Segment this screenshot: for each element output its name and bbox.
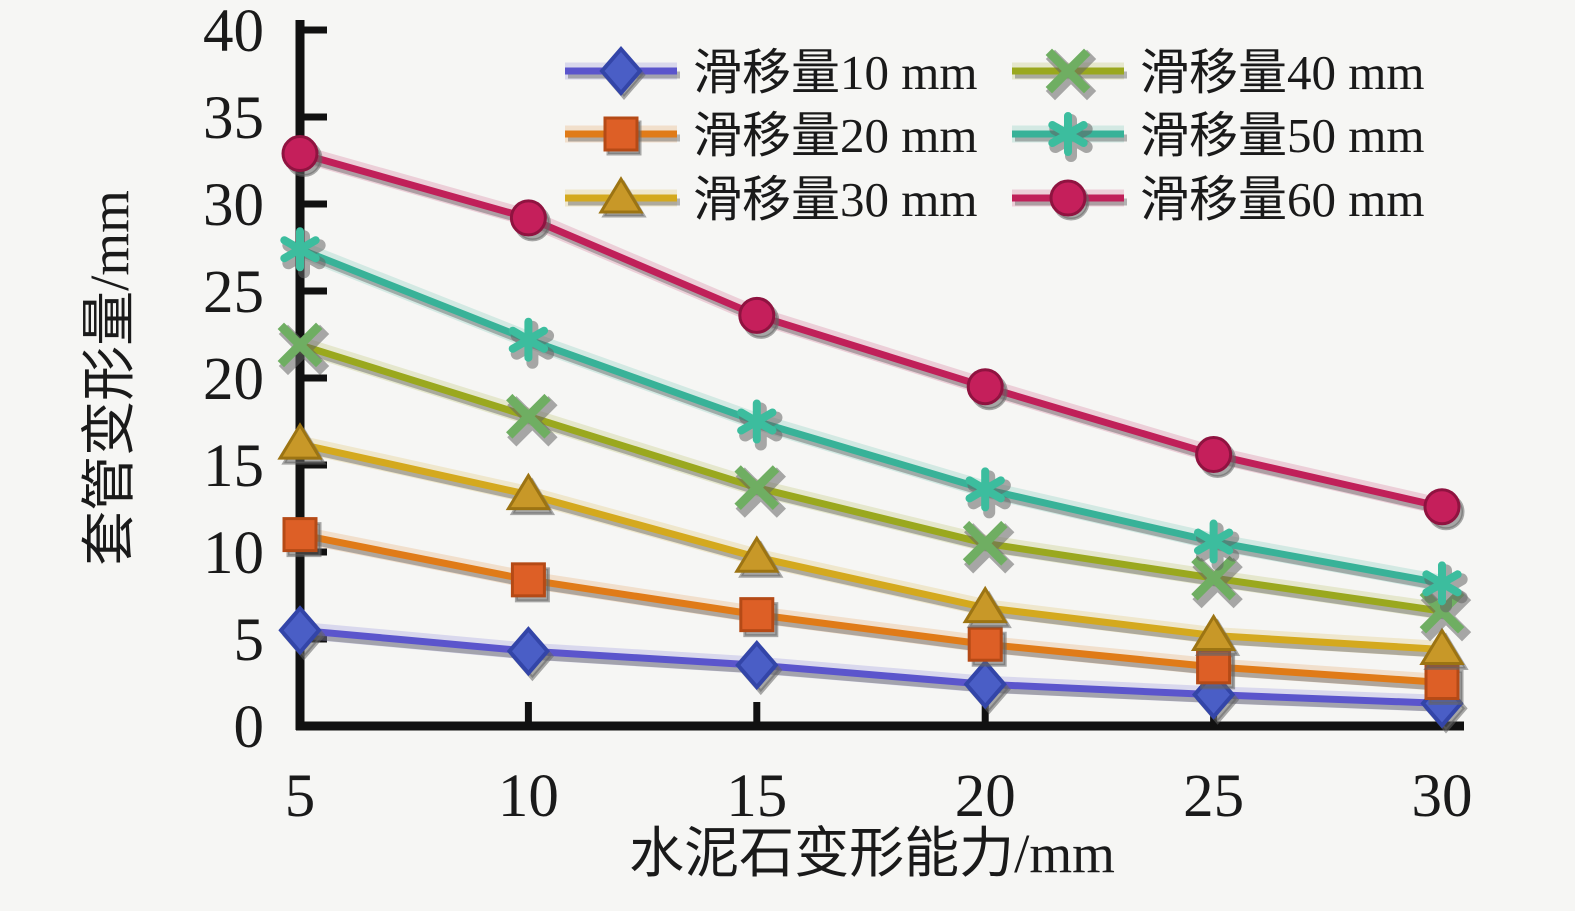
y-tick-label: 30 — [203, 172, 264, 239]
y-tick-label: 25 — [203, 259, 264, 326]
y-tick-label: 0 — [234, 694, 265, 761]
star-marker — [1048, 112, 1088, 156]
diamond-marker — [278, 605, 322, 656]
star-marker — [737, 399, 777, 444]
star-marker — [280, 227, 320, 272]
square-marker — [739, 597, 775, 633]
series-滑移量30 mm — [277, 422, 1469, 670]
circle-marker — [1049, 179, 1087, 217]
x-tick-label: 15 — [726, 763, 787, 830]
legend: 滑移量10 mm 滑移量20 mm 滑移量30 mm 滑移量40 mm 滑移量50 mm… — [565, 45, 1424, 227]
series-line — [299, 626, 1443, 707]
x-tick-label: 5 — [285, 763, 316, 830]
circle-marker — [738, 296, 776, 334]
series-滑移量20 mm — [282, 517, 1464, 705]
line-halo — [296, 241, 1444, 592]
legend-label: 滑移量50 mm — [1140, 108, 1424, 163]
circle-marker — [509, 199, 547, 237]
legend-item-滑移量50 mm: 滑移量50 mm — [1012, 108, 1424, 163]
y-tick-label: 20 — [203, 346, 264, 413]
legend-item-滑移量20 mm: 滑移量20 mm — [565, 108, 977, 163]
star-marker — [965, 467, 1005, 512]
series-line — [299, 531, 1443, 686]
x-marker — [1191, 555, 1236, 601]
line-shadow — [302, 250, 1447, 592]
x-tick-label: 20 — [955, 763, 1016, 830]
y-axis-title: 套管变形量/mm — [79, 190, 140, 566]
line-shadow — [303, 155, 1447, 516]
legend-label: 滑移量40 mm — [1140, 45, 1424, 100]
x-marker — [734, 465, 780, 510]
series-滑移量50 mm — [280, 227, 1468, 613]
diamond-marker — [735, 640, 779, 691]
series-line — [299, 440, 1443, 653]
square-marker — [967, 626, 1003, 662]
y-tick-label: 5 — [234, 607, 265, 674]
diamond-marker — [599, 45, 643, 97]
square-marker — [603, 116, 639, 152]
x-tick-label: 30 — [1412, 763, 1473, 830]
legend-label: 滑移量30 mm — [693, 172, 977, 227]
star-marker — [1193, 519, 1234, 564]
legend-item-滑移量40 mm: 滑移量40 mm — [1012, 45, 1424, 101]
legend-item-滑移量60 mm: 滑移量60 mm — [1012, 172, 1424, 227]
line-shadow — [303, 445, 1447, 658]
line-shadow — [302, 346, 1447, 620]
square-marker — [510, 562, 546, 598]
y-tick-label: 15 — [203, 433, 264, 500]
x-marker — [1045, 48, 1091, 94]
circle-marker — [281, 135, 319, 173]
triangle-marker — [277, 422, 323, 460]
star-marker — [508, 317, 549, 362]
legend-item-滑移量30 mm: 滑移量30 mm — [565, 172, 977, 227]
series-line — [299, 150, 1443, 511]
square-marker — [1424, 665, 1460, 700]
x-marker — [506, 393, 551, 439]
line-shadow — [303, 631, 1447, 712]
triangle-marker — [1419, 627, 1465, 665]
diamond-marker — [506, 626, 551, 677]
legend-label: 滑移量10 mm — [693, 45, 977, 100]
x-marker — [962, 520, 1008, 566]
y-tick-label: 10 — [203, 520, 264, 587]
series-滑移量60 mm — [281, 135, 1465, 531]
y-tick-label: 35 — [203, 85, 264, 152]
circle-marker — [966, 368, 1004, 406]
series-line — [298, 245, 1443, 587]
x-tick-label: 25 — [1183, 763, 1244, 830]
circle-marker — [1195, 436, 1233, 474]
circle-marker — [1423, 488, 1461, 526]
series-line — [298, 341, 1443, 615]
triangle-marker — [598, 176, 644, 214]
legend-label: 滑移量60 mm — [1140, 172, 1424, 227]
y-tick-label: 40 — [203, 0, 264, 65]
series-lines — [277, 135, 1472, 734]
x-axis-title: 水泥石变形能力/mm — [629, 823, 1115, 884]
square-marker — [282, 517, 318, 553]
x-tick-label: 10 — [498, 763, 559, 830]
triangle-marker — [962, 585, 1008, 624]
diamond-marker — [963, 659, 1007, 710]
triangle-marker — [505, 472, 552, 511]
triangle-marker — [734, 535, 780, 573]
line-shadow — [303, 536, 1447, 691]
triangle-marker — [1190, 613, 1237, 652]
series-滑移量40 mm — [277, 322, 1472, 642]
star-marker — [1422, 561, 1462, 606]
legend-label: 滑移量20 mm — [693, 108, 977, 163]
square-marker — [1196, 649, 1232, 685]
x-marker — [277, 322, 323, 368]
legend-item-滑移量10 mm: 滑移量10 mm — [565, 45, 977, 101]
